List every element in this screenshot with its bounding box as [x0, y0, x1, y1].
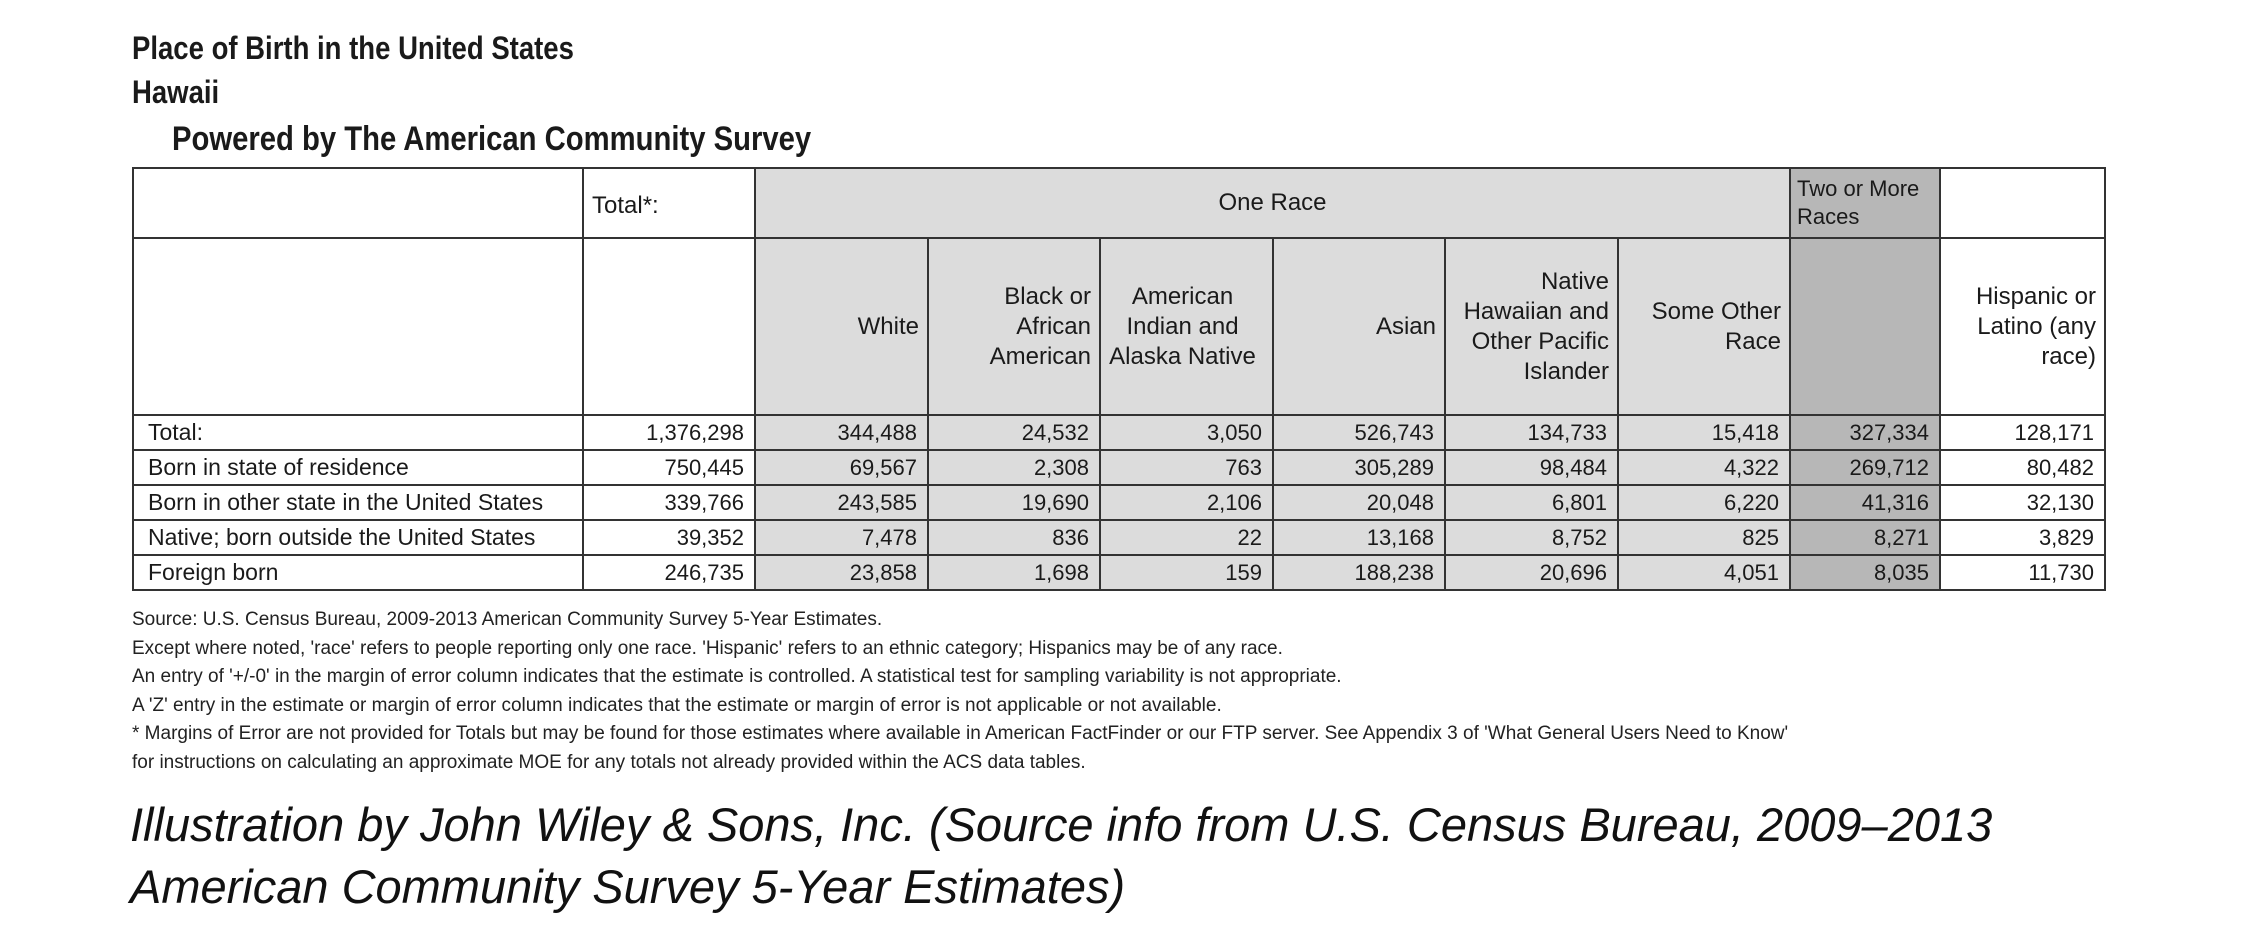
table-cell: 98,484	[1444, 449, 1619, 486]
table-cell: 22	[1099, 519, 1274, 556]
blank-header-cell	[1939, 167, 2106, 239]
row-label: Native; born outside the United States	[132, 519, 584, 556]
table-cell: 8,035	[1789, 554, 1941, 591]
table-cell: 750,445	[582, 449, 756, 486]
header-row-groups: Total*: One Race Two or More Races	[132, 167, 2106, 239]
table-cell: 4,322	[1617, 449, 1791, 486]
table-cell: 41,316	[1789, 484, 1941, 521]
table-cell: 6,801	[1444, 484, 1619, 521]
note-line: for instructions on calculating an appro…	[132, 751, 1086, 773]
table-cell: 327,334	[1789, 414, 1941, 451]
table-row: Born in state of residence 750,445 69,567 2…	[132, 449, 2106, 486]
table-row: Total: 1,376,298 344,488 24,532 3,050 526,743…	[132, 414, 2106, 451]
header-row-columns: White Black or African American American…	[132, 237, 2106, 416]
table-row: Native; born outside the United States 39…	[132, 519, 2106, 556]
table-cell: 344,488	[754, 414, 929, 451]
row-label: Born in other state in the United States	[132, 484, 584, 521]
table-cell: 1,698	[927, 554, 1101, 591]
col-header-black: Black or African American	[927, 237, 1101, 416]
table-cell: 39,352	[582, 519, 756, 556]
table-cell: 2,308	[927, 449, 1101, 486]
table-cell: 20,048	[1272, 484, 1446, 521]
table-cell: 7,478	[754, 519, 929, 556]
table-cell: 3,050	[1099, 414, 1274, 451]
total-header: Total*:	[582, 167, 756, 239]
table-cell: 825	[1617, 519, 1791, 556]
note-line: * Margins of Error are not provided for …	[132, 723, 1789, 744]
col-header-hispanic: Hispanic or Latino (any race)	[1939, 237, 2106, 416]
table-cell: 188,238	[1272, 554, 1446, 591]
row-label: Foreign born	[132, 554, 584, 591]
one-race-header: One Race	[754, 167, 1791, 239]
table-cell: 134,733	[1444, 414, 1619, 451]
table-cell: 526,743	[1272, 414, 1446, 451]
table-cell: 128,171	[1939, 414, 2106, 451]
note-line: An entry of '+/-0' in the margin of erro…	[132, 666, 1342, 687]
table-cell: 246,735	[582, 554, 756, 591]
table-cell: 4,051	[1617, 554, 1791, 591]
col-header-two-or-more	[1789, 237, 1941, 416]
table-cell: 24,532	[927, 414, 1101, 451]
col-header-white: White	[754, 237, 929, 416]
table-cell: 8,752	[1444, 519, 1619, 556]
table-cell: 32,130	[1939, 484, 2106, 521]
table-cell: 13,168	[1272, 519, 1446, 556]
table-cell: 15,418	[1617, 414, 1791, 451]
table-cell: 339,766	[582, 484, 756, 521]
table-cell: 19,690	[927, 484, 1101, 521]
col-header-american-indian: American Indian and Alaska Native	[1099, 237, 1274, 416]
table-cell: 243,585	[754, 484, 929, 521]
place-of-birth-table: Total*: One Race Two or More Races White…	[132, 167, 2106, 591]
illustration-credit: Illustration by John Wiley & Sons, Inc. …	[130, 794, 1992, 918]
table-cell: 159	[1099, 554, 1274, 591]
powered-by-label: Powered by The American Community Survey	[172, 120, 812, 158]
source-notes: Source: U.S. Census Bureau, 2009-2013 Am…	[132, 606, 1788, 777]
table-cell: 305,289	[1272, 449, 1446, 486]
table-cell: 763	[1099, 449, 1274, 486]
row-label: Born in state of residence	[132, 449, 584, 486]
title-block: Place of Birth in the United States Hawa…	[132, 26, 915, 162]
col-header-asian: Asian	[1272, 237, 1446, 416]
table-cell: 11,730	[1939, 554, 2106, 591]
blank-header-cell	[132, 237, 584, 416]
note-line: Except where noted, 'race' refers to peo…	[132, 637, 1283, 659]
table-cell: 3,829	[1939, 519, 2106, 556]
page-title: Place of Birth in the United States	[132, 30, 574, 66]
table-row: Foreign born 246,735 23,858 1,698 159 188,238…	[132, 554, 2106, 591]
table-cell: 23,858	[754, 554, 929, 591]
table-cell: 6,220	[1617, 484, 1791, 521]
credit-line: American Community Survey 5-Year Estimat…	[130, 860, 1126, 913]
two-or-more-races-header: Two or More Races	[1789, 167, 1941, 239]
blank-header-cell	[132, 167, 584, 239]
table-cell: 80,482	[1939, 449, 2106, 486]
table-cell: 69,567	[754, 449, 929, 486]
table-body: Total: 1,376,298 344,488 24,532 3,050 526,743…	[132, 414, 2106, 591]
table-row: Born in other state in the United States…	[132, 484, 2106, 521]
note-line: Source: U.S. Census Bureau, 2009-2013 Am…	[132, 609, 883, 630]
blank-header-cell	[582, 237, 756, 416]
table-cell: 836	[927, 519, 1101, 556]
table-cell: 8,271	[1789, 519, 1941, 556]
row-label: Total:	[132, 414, 584, 451]
table-cell: 2,106	[1099, 484, 1274, 521]
col-header-some-other-race: Some Other Race	[1617, 237, 1791, 416]
note-line: A 'Z' entry in the estimate or margin of…	[132, 694, 1222, 716]
table-cell: 269,712	[1789, 449, 1941, 486]
table-cell: 20,696	[1444, 554, 1619, 591]
page-subtitle: Hawaii	[132, 74, 220, 110]
credit-line: Illustration by John Wiley & Sons, Inc. …	[130, 798, 1993, 851]
table-cell: 1,376,298	[582, 414, 756, 451]
col-header-native-hawaiian: Native Hawaiian and Other Pacific Island…	[1444, 237, 1619, 416]
